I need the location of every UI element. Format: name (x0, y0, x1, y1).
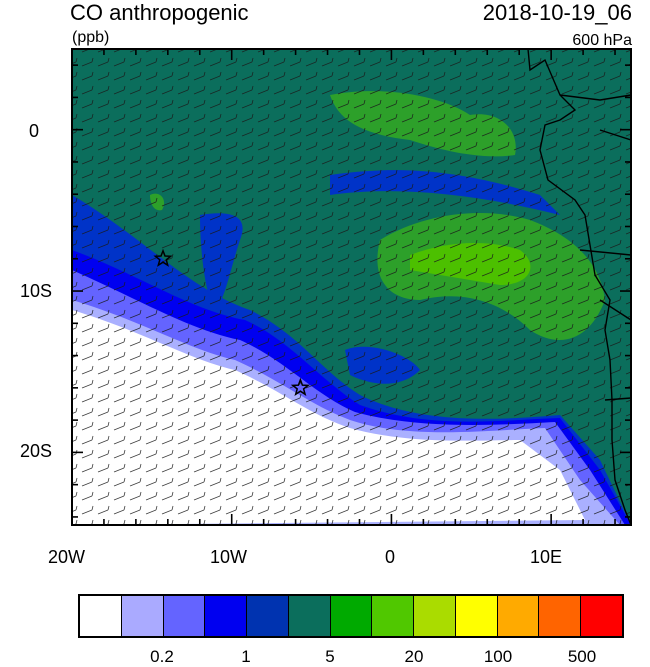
colorbar-label: 0.2 (150, 647, 174, 666)
colorbar-swatch-4 (247, 596, 289, 636)
colorbar-label: 100 (483, 647, 513, 666)
colorbar (78, 594, 624, 638)
colorbar-label: 500 (567, 647, 597, 666)
lat-tick-label-10s: 10S (20, 281, 53, 301)
lat-tick-label-0: 0 (29, 121, 40, 141)
colorbar-label: 5 (325, 647, 335, 666)
map-frame (71, 48, 632, 526)
coastline (527, 49, 631, 525)
units-label: (ppb) (72, 29, 110, 46)
marker-layer (153, 248, 311, 397)
colorbar-swatch-7 (372, 596, 415, 636)
colorbar-swatch-3 (205, 596, 248, 636)
star-marker-1 (153, 248, 173, 267)
lon-tick-label-20w: 20W (48, 547, 86, 567)
lat-tick-label-20s: 20S (20, 441, 53, 461)
colorbar-swatch-11 (539, 596, 582, 636)
colorbar-swatch-9 (455, 596, 498, 636)
colorbar-swatch-5 (288, 596, 331, 636)
lon-tick-label-10w: 10W (210, 547, 248, 567)
datetime-title: 2018-10-19_06 (482, 0, 632, 25)
axis-ticks (71, 49, 631, 525)
lon-tick-label-10e: 10E (530, 547, 563, 567)
level-label: 600 hPa (572, 32, 632, 49)
colorbar-swatch-8 (414, 596, 456, 636)
co-field (72, 49, 631, 525)
variable-title: CO anthropogenic (70, 0, 249, 25)
colorbar-label: 20 (404, 647, 424, 666)
colorbar-label: 1 (241, 647, 251, 666)
colorbar-swatch-6 (330, 596, 373, 636)
star-marker-2 (290, 377, 311, 397)
colorbar-swatch-10 (497, 596, 540, 636)
lon-tick-label-0: 0 (385, 547, 396, 567)
colorbar-swatch-0 (80, 596, 122, 636)
colorbar-swatch-12 (581, 596, 622, 636)
colorbar-swatch-1 (121, 596, 164, 636)
colorbar-swatch-2 (163, 596, 206, 636)
